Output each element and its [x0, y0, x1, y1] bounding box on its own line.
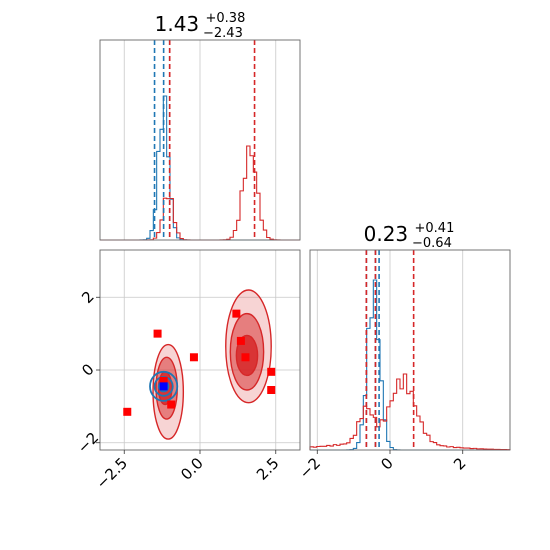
scatter-2d-xtick-label: −2.5	[93, 454, 131, 492]
hist-param1-panel: 1.43 +0.38 −2.43	[99, 11, 301, 241]
red-marker-0	[153, 329, 162, 338]
scatter-2d-xtick-label: 0.0	[177, 454, 207, 484]
hist-param2-xtick-label: 2	[450, 454, 469, 473]
hist-param1-median: 1.43	[155, 12, 200, 36]
hist-param1-frame	[99, 39, 301, 241]
red-marker-1	[189, 353, 198, 362]
hist-param2-median: 0.23	[364, 222, 409, 246]
red-marker-6	[167, 400, 176, 409]
red-marker-8	[267, 386, 276, 394]
red-marker-2	[232, 309, 241, 318]
scatter-2d-panel: −2.5 0.0 2.5 −2 0 2	[74, 249, 301, 493]
scatter-2d-ytick-label: −2	[74, 429, 102, 457]
red-marker-3	[236, 336, 245, 345]
hist-param2-xtick-label: −2	[296, 454, 324, 482]
blue-marker-0	[159, 382, 168, 391]
hist-param2-lower-err: −0.64	[412, 236, 452, 251]
scatter-2d-ytick-label: 2	[78, 288, 97, 307]
hist-param1-lower-err: −2.43	[203, 26, 243, 41]
hist-param2-title: 0.23 +0.41	[364, 221, 455, 246]
red-marker-5	[159, 376, 168, 385]
hist-param2-series-0	[310, 279, 510, 451]
hist-param2-upper-err: +0.41	[415, 221, 455, 236]
hist-param1-title: 1.43 +0.38	[155, 11, 246, 36]
blue-contour-0	[149, 370, 179, 402]
scatter-2d-xtick-label: 2.5	[253, 454, 283, 484]
red-marker-9	[123, 407, 132, 416]
red-marker-7	[267, 367, 276, 376]
hist-param2-series-1	[309, 373, 511, 451]
hist-param1-upper-err: +0.38	[206, 11, 246, 26]
scatter-2d-ytick-label: 0	[78, 360, 97, 379]
red-marker-4	[241, 353, 250, 362]
hist-param2-xtick-label: 0	[377, 454, 396, 473]
hist-param2-frame	[309, 249, 511, 451]
hist-param2-panel: 0.23 +0.41 −0.64 −2 0 2	[296, 221, 511, 482]
